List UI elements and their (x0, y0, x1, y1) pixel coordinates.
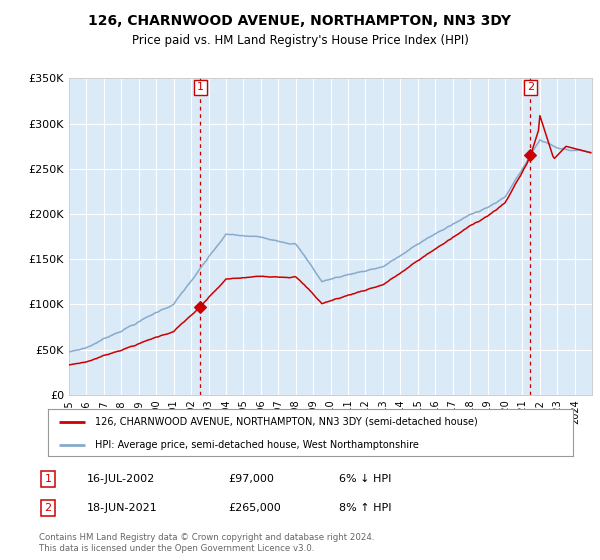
Text: £97,000: £97,000 (228, 474, 274, 484)
Text: 126, CHARNWOOD AVENUE, NORTHAMPTON, NN3 3DY: 126, CHARNWOOD AVENUE, NORTHAMPTON, NN3 … (89, 14, 511, 28)
Text: HPI: Average price, semi-detached house, West Northamptonshire: HPI: Average price, semi-detached house,… (95, 440, 419, 450)
Text: 126, CHARNWOOD AVENUE, NORTHAMPTON, NN3 3DY (semi-detached house): 126, CHARNWOOD AVENUE, NORTHAMPTON, NN3 … (95, 417, 478, 427)
Text: Contains HM Land Registry data © Crown copyright and database right 2024.
This d: Contains HM Land Registry data © Crown c… (39, 533, 374, 553)
Point (196, 302, 205, 311)
Text: £265,000: £265,000 (228, 503, 281, 513)
Text: 16-JUL-2002: 16-JUL-2002 (87, 474, 155, 484)
Text: 2: 2 (527, 82, 534, 92)
Text: 18-JUN-2021: 18-JUN-2021 (87, 503, 158, 513)
Text: 1: 1 (197, 82, 204, 92)
Text: 6% ↓ HPI: 6% ↓ HPI (339, 474, 391, 484)
Point (526, 151, 535, 160)
Text: 8% ↑ HPI: 8% ↑ HPI (339, 503, 391, 513)
Text: Price paid vs. HM Land Registry's House Price Index (HPI): Price paid vs. HM Land Registry's House … (131, 34, 469, 46)
Text: 2: 2 (44, 503, 52, 513)
Text: 1: 1 (44, 474, 52, 484)
